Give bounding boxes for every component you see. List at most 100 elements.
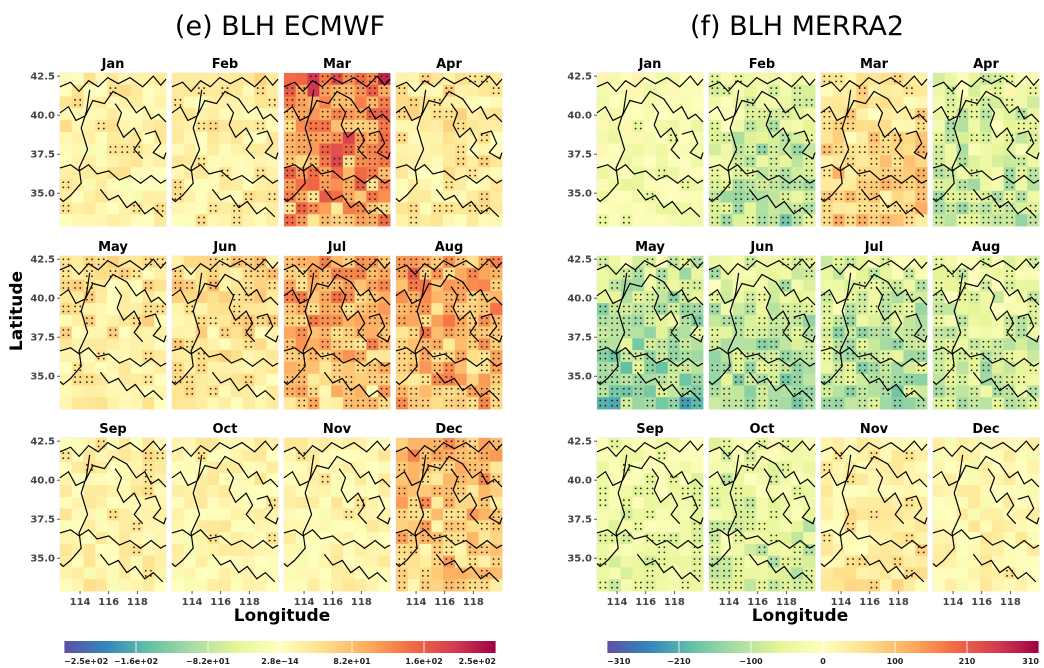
- stipple-dot: [410, 393, 412, 395]
- stipple-dot: [982, 210, 985, 212]
- heatmap-cell: [118, 508, 132, 521]
- heatmap-cell: [679, 373, 692, 386]
- stipple-dot: [457, 387, 460, 390]
- heatmap-cell: [620, 167, 633, 180]
- heatmap-cell: [844, 178, 857, 192]
- heatmap-cell: [454, 256, 468, 269]
- heatmap-cell: [366, 543, 379, 557]
- heatmap-cell: [844, 131, 857, 145]
- stipple-dot: [639, 298, 642, 301]
- stipple-dot: [870, 139, 873, 142]
- heatmap-cell: [1027, 96, 1040, 109]
- stipple-dot: [338, 334, 341, 336]
- stipple-dot: [203, 122, 205, 125]
- heatmap-cell: [331, 338, 344, 351]
- stipple-dot: [964, 115, 966, 118]
- stipple-dot: [273, 275, 276, 278]
- heatmap-cell: [608, 108, 621, 121]
- stipple-dot: [203, 87, 205, 89]
- stipple-dot: [233, 258, 236, 261]
- heatmap-cell: [597, 350, 610, 363]
- heatmap-cell: [118, 155, 132, 168]
- heatmap-cell: [466, 84, 479, 97]
- heatmap-cell: [295, 202, 308, 215]
- heatmap-cell: [419, 73, 432, 86]
- heatmap-cell: [195, 496, 208, 510]
- stipple-dot: [357, 258, 359, 261]
- stipple-dot: [303, 104, 306, 106]
- stipple-dot: [1023, 127, 1025, 130]
- boundary-line: [283, 90, 391, 123]
- stipple-dot: [835, 216, 837, 219]
- stipple-dot: [450, 115, 453, 118]
- stipple-dot: [209, 322, 212, 325]
- stipple-dot: [398, 399, 401, 402]
- heatmap-cell: [944, 202, 957, 215]
- heatmap-cell: [319, 202, 332, 215]
- stipple-dot: [174, 275, 177, 278]
- heatmap-cell: [130, 190, 143, 203]
- boundary-line: [763, 103, 793, 160]
- heatmap-cell: [691, 397, 704, 410]
- stipple-dot: [273, 534, 276, 537]
- stipple-dot: [462, 146, 465, 148]
- stipple-dot: [262, 275, 264, 278]
- stipple-dot: [197, 457, 200, 460]
- heatmap-cell: [319, 214, 332, 227]
- stipple-dot: [698, 258, 701, 261]
- heatmap-cell: [107, 555, 120, 568]
- boundary-line: [636, 188, 701, 218]
- heatmap-cell: [490, 385, 503, 398]
- stipple-dot: [846, 127, 849, 130]
- heatmap-cell: [632, 397, 645, 410]
- heatmap-cell: [968, 73, 981, 86]
- heatmap-cell: [307, 397, 320, 410]
- stipple-dot: [751, 221, 754, 224]
- heatmap-cell: [172, 361, 185, 375]
- boundary-outlines: [59, 75, 167, 218]
- heatmap-cell: [454, 202, 468, 215]
- stipple-dot: [97, 258, 100, 261]
- y-tick-label: 35.0: [567, 189, 592, 200]
- stipple-dot: [203, 369, 205, 372]
- stipple-dot: [298, 110, 300, 113]
- heatmap-cell: [331, 485, 344, 498]
- stipple-dot: [940, 193, 943, 195]
- heatmap-cells: [284, 256, 391, 410]
- stipple-dot: [670, 345, 672, 348]
- stipple-dot: [398, 263, 401, 266]
- stipple-dot: [770, 146, 773, 148]
- y-tick-label: 37.5: [567, 150, 592, 161]
- heatmap-cell: [767, 190, 781, 203]
- stipple-dot: [438, 345, 441, 348]
- stipple-dot: [882, 151, 885, 153]
- heatmap-cell: [207, 438, 220, 451]
- heatmap-cell: [431, 508, 444, 521]
- heatmap-cell: [219, 385, 232, 398]
- stipple-dot: [639, 122, 642, 125]
- stipple-dot: [450, 352, 453, 355]
- heatmap-cell: [407, 190, 420, 203]
- heatmap-cell: [443, 385, 456, 398]
- stipple-dot: [374, 305, 376, 308]
- stipple-dot: [380, 322, 383, 325]
- stipple-dot: [438, 534, 441, 537]
- stipple-dot: [1029, 127, 1032, 130]
- heatmap-cell: [744, 73, 757, 86]
- stipple-dot: [350, 329, 353, 331]
- stipple-dot: [486, 258, 488, 261]
- stipple-dot: [67, 275, 70, 278]
- heatmap-cell: [242, 84, 255, 97]
- stipple-dot: [298, 151, 300, 153]
- heatmap-cell: [118, 326, 132, 339]
- heatmap-cell: [608, 256, 621, 269]
- heatmap-cell: [732, 167, 745, 180]
- heatmap-cell: [431, 579, 444, 592]
- stipple-dot: [734, 181, 737, 184]
- stipple-dot: [480, 480, 483, 483]
- heatmap-cell: [667, 202, 680, 215]
- heatmap-cell: [667, 267, 680, 280]
- heatmap-cell: [378, 385, 391, 398]
- stipple-dot: [793, 221, 796, 224]
- stipple-dot: [858, 181, 861, 184]
